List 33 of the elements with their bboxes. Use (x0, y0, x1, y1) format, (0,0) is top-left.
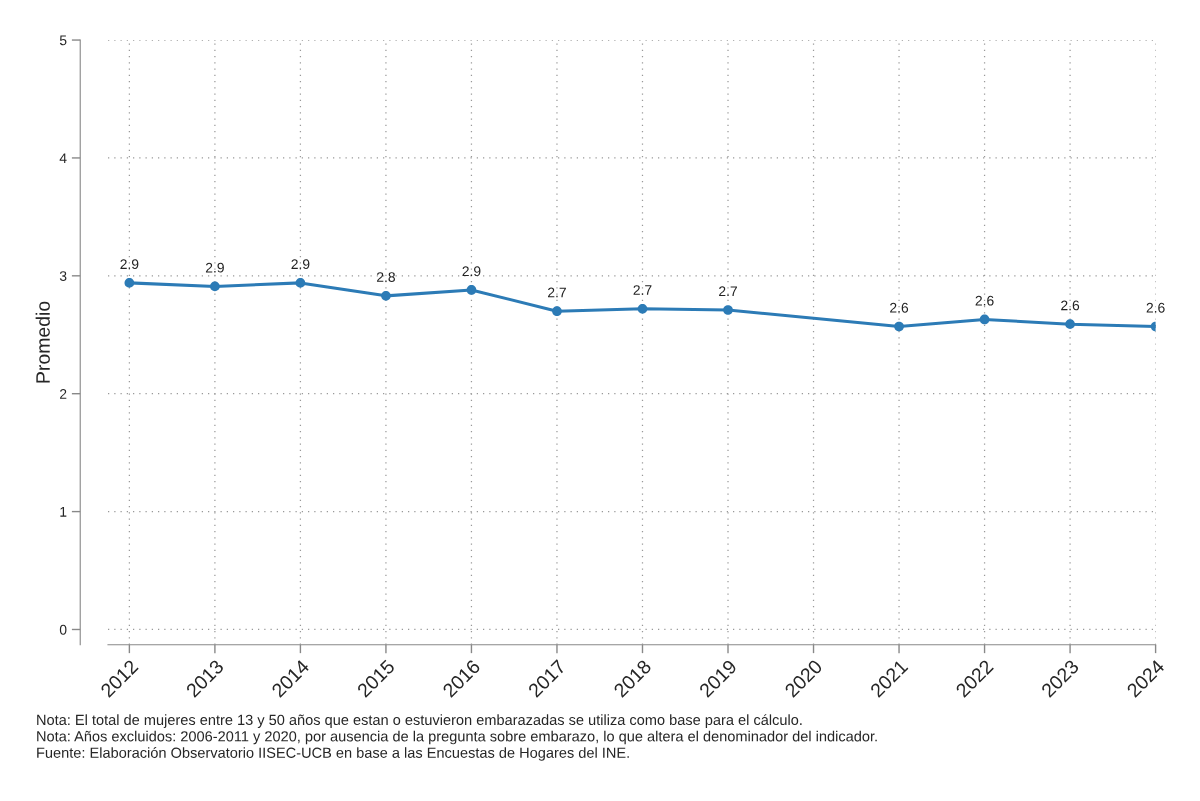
y-tick-label: 1 (60, 507, 67, 517)
source-note: Fuente: Elaboración Observatorio IISEC-UCB en base a las Encuestas de Hogares del INE. (37, 747, 629, 761)
point (894, 321, 904, 332)
data-label: 2.7 (633, 285, 652, 295)
data-label: 2.7 (719, 286, 737, 297)
data-label: 2.9 (462, 266, 481, 277)
data-label: 2.9 (291, 259, 310, 270)
text: Nota: Años excluidos: 2006-2011 y 2020, por ausencia de la pregunta sobre embarazo, lo que altera el denominador del indicador. (37, 730, 877, 745)
data-label: 2.9 (205, 262, 224, 273)
y-tick-label: 5 (59, 35, 67, 46)
data-label: 2.6 (975, 295, 994, 306)
point (381, 291, 391, 301)
point (637, 303, 648, 314)
data-label: 2.6 (1146, 302, 1165, 313)
point (295, 278, 306, 288)
point (723, 305, 733, 315)
point (466, 285, 477, 295)
point (1065, 319, 1075, 330)
point (210, 281, 220, 292)
point (979, 314, 990, 325)
text: Nota: El total de mujeres entre 13 y 50 años que estan o estuvieron embarazadas se utiliza como base para el cálculo. (37, 714, 802, 728)
y-tick-label: 2 (60, 389, 67, 399)
data-label: 2.7 (548, 287, 566, 298)
y-tick-label: 0 (59, 624, 67, 635)
point (552, 306, 562, 317)
y-axis-title: Promedio (35, 301, 50, 383)
data-label: 2.6 (1061, 300, 1080, 311)
y-tick-label: 3 (59, 271, 67, 281)
data-label: 2.6 (890, 302, 909, 313)
y-tick-label: 4 (59, 153, 67, 163)
point (124, 278, 135, 288)
data-label: 2.8 (376, 272, 395, 283)
data-label: 2.9 (120, 259, 139, 270)
